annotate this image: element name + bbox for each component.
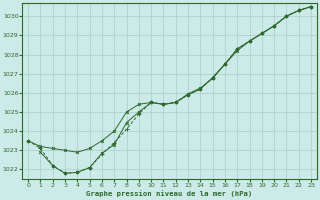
X-axis label: Graphe pression niveau de la mer (hPa): Graphe pression niveau de la mer (hPa): [86, 190, 253, 197]
